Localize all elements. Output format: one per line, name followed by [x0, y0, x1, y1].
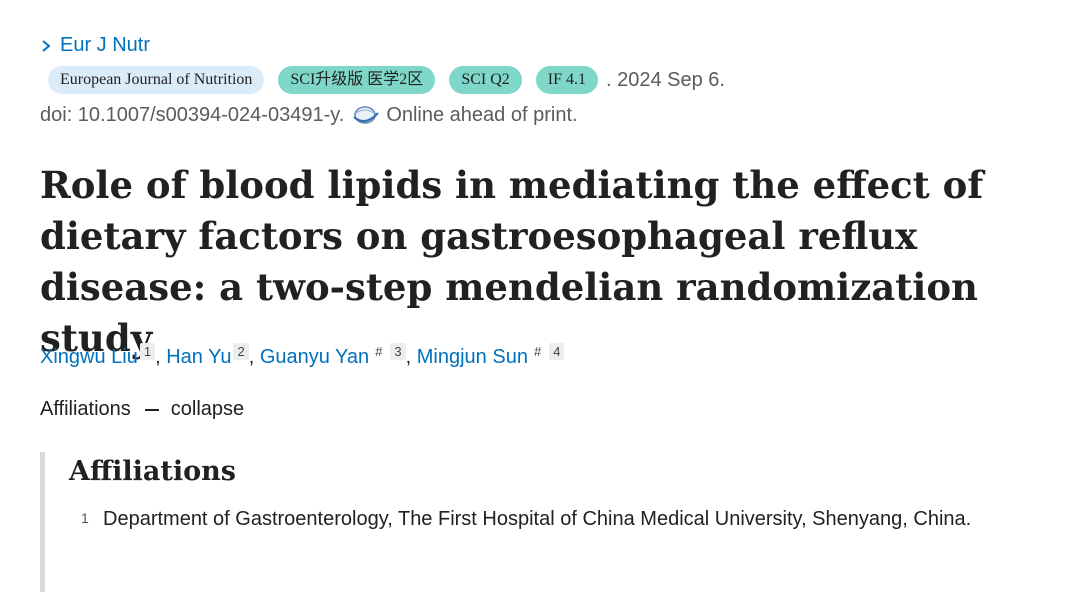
affiliation-ref[interactable]: 1 — [139, 343, 156, 360]
author-separator: , — [155, 346, 167, 368]
sci-quartile-badge: SCI Q2 — [449, 66, 522, 94]
author-link[interactable]: Han Yu — [166, 346, 232, 368]
online-status: Online ahead of print. — [386, 104, 578, 126]
publication-date: . 2024 Sep 6. — [606, 68, 725, 91]
doi-line: doi: 10.1007/s00394-024-03491-y. Online … — [40, 104, 578, 127]
journal-badges: European Journal of Nutrition SCI升级版 医学2… — [48, 66, 725, 94]
equal-contribution-mark: # — [533, 344, 542, 359]
affiliation-ref[interactable]: 4 — [549, 343, 565, 360]
affiliation-text: Department of Gastroenterology, The Firs… — [103, 508, 972, 530]
affiliation-number: 1 — [81, 510, 89, 526]
article-title: Role of blood lipids in mediating the ef… — [40, 163, 984, 360]
journal-link[interactable]: Eur J Nutr — [40, 34, 150, 57]
author-link[interactable]: Xingwu Liu — [40, 346, 138, 368]
affiliations-panel: Affiliations 1 Department of Gastroenter… — [40, 452, 1070, 592]
chevron-right-icon — [42, 39, 51, 52]
author-separator: , — [405, 346, 417, 368]
affiliation-item: 1 Department of Gastroenterology, The Fi… — [69, 503, 1070, 535]
collapse-button[interactable]: collapse — [144, 398, 245, 421]
author-link[interactable]: Mingjun Sun — [416, 346, 528, 368]
affiliations-toggle-label: Affiliations — [40, 398, 131, 420]
minus-icon — [144, 408, 159, 411]
pubmed-globe-icon — [353, 105, 380, 124]
author-link[interactable]: Guanyu Yan — [259, 346, 370, 368]
equal-contribution-mark: # — [375, 344, 383, 359]
affiliation-ref[interactable]: 2 — [233, 343, 249, 360]
sci-upgrade-badge: SCI升级版 医学2区 — [278, 66, 436, 94]
impact-factor-badge: IF 4.1 — [535, 66, 598, 94]
author-list: Xingwu Liu 1, Han Yu 2, Guanyu Yan #3, Ming… — [40, 343, 565, 369]
journal-link-label: Eur J Nutr — [60, 34, 151, 56]
affiliations-toggle: Affiliations collapse — [40, 398, 244, 421]
doi-text: doi: 10.1007/s00394-024-03491-y. — [40, 104, 345, 126]
collapse-label: collapse — [170, 398, 245, 420]
journal-name-badge: European Journal of Nutrition — [48, 66, 265, 94]
author-separator: , — [248, 346, 260, 368]
affiliations-heading: Affiliations — [69, 456, 236, 487]
affiliation-ref[interactable]: 3 — [390, 343, 406, 360]
